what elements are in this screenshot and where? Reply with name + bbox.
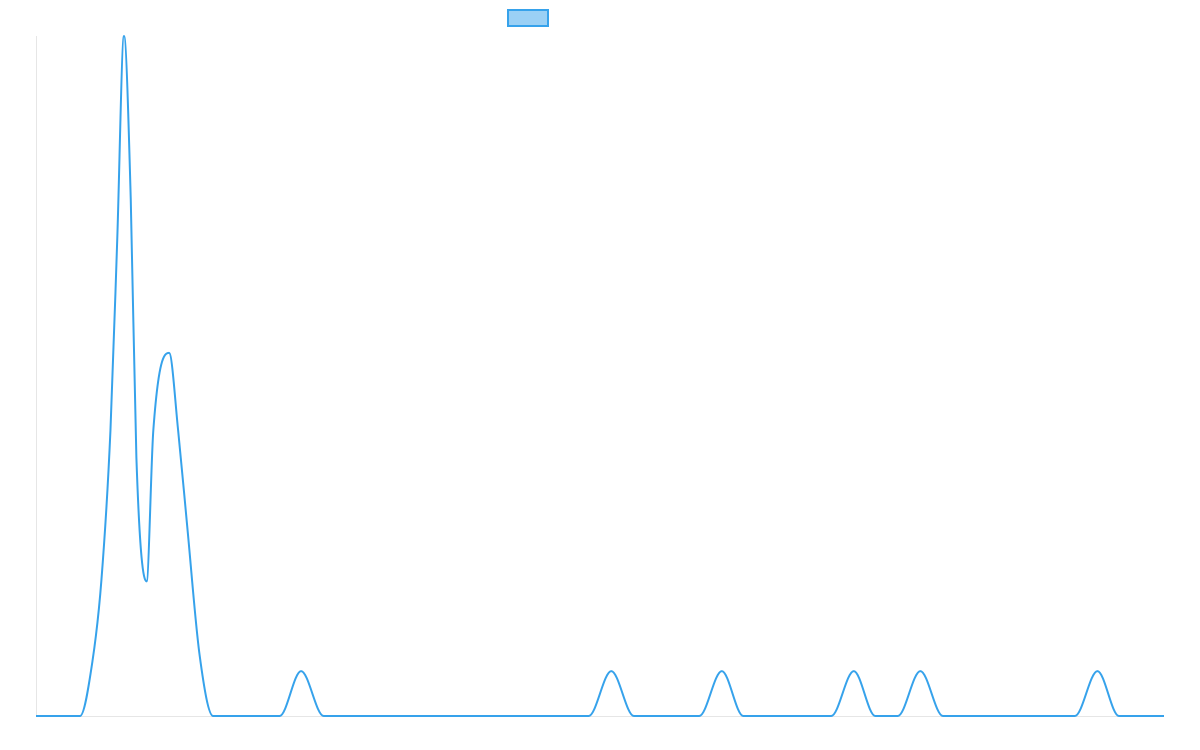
data-point[interactable]: [872, 713, 878, 719]
data-point[interactable]: [321, 713, 327, 719]
data-point[interactable]: [128, 196, 134, 202]
data-point[interactable]: [197, 652, 203, 658]
series-group: [33, 33, 1167, 719]
data-point[interactable]: [121, 33, 127, 39]
data-point[interactable]: [33, 713, 39, 719]
series-line-0[interactable]: [36, 35, 1164, 718]
data-point[interactable]: [166, 350, 172, 356]
data-point[interactable]: [77, 713, 83, 719]
data-point[interactable]: [586, 713, 592, 719]
data-point[interactable]: [1116, 713, 1122, 719]
data-point[interactable]: [107, 427, 113, 433]
data-point[interactable]: [89, 659, 95, 665]
data-point[interactable]: [851, 668, 857, 674]
data-point[interactable]: [631, 713, 637, 719]
data-point[interactable]: [1072, 713, 1078, 719]
data-point[interactable]: [298, 668, 304, 674]
data-point[interactable]: [144, 578, 150, 584]
data-point[interactable]: [895, 713, 901, 719]
legend-swatch[interactable]: [507, 9, 549, 27]
data-point[interactable]: [719, 668, 725, 674]
data-point[interactable]: [1094, 668, 1100, 674]
data-point[interactable]: [940, 713, 946, 719]
data-point[interactable]: [277, 713, 283, 719]
data-point[interactable]: [98, 577, 104, 583]
data-point[interactable]: [184, 523, 190, 529]
data-point[interactable]: [608, 668, 614, 674]
data-point[interactable]: [114, 237, 120, 243]
data-point[interactable]: [828, 713, 834, 719]
data-point[interactable]: [150, 427, 156, 433]
data-point[interactable]: [210, 713, 216, 719]
data-point[interactable]: [133, 455, 139, 461]
data-point[interactable]: [175, 427, 181, 433]
legend[interactable]: [507, 9, 549, 27]
data-point[interactable]: [1161, 713, 1167, 719]
data-point[interactable]: [740, 713, 746, 719]
data-point[interactable]: [917, 668, 923, 674]
data-point[interactable]: [696, 713, 702, 719]
